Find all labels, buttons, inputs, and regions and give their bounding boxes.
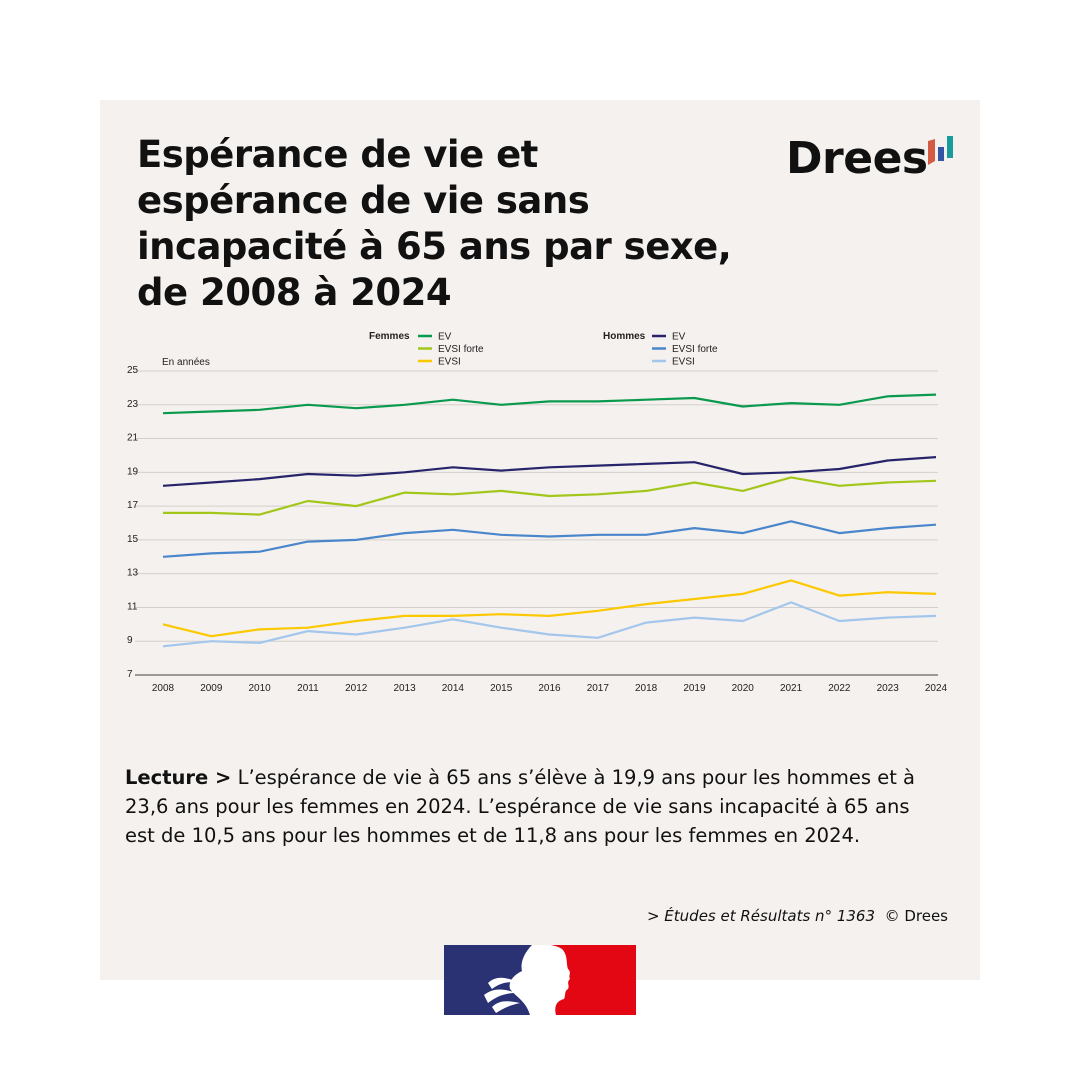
legend-label: EVSI	[438, 357, 461, 368]
x-tick-label: 2018	[635, 683, 658, 694]
x-tick-label: 2016	[538, 683, 561, 694]
x-tick-label: 2019	[683, 683, 706, 694]
y-tick-label: 21	[127, 433, 139, 444]
x-tick-label: 2020	[732, 683, 755, 694]
republique-francaise-marianne-logo	[444, 945, 636, 1015]
source-note: > Études et Résultats n° 1363 © Drees	[647, 907, 948, 925]
series-line-femmes-evsi	[162, 579, 937, 638]
series-line-hommes-evsi	[162, 601, 937, 648]
source-copyright: © Drees	[884, 907, 948, 925]
legend-label: EVSI forte	[672, 344, 718, 355]
x-tick-label: 2008	[152, 683, 175, 694]
x-tick-label: 2021	[780, 683, 803, 694]
y-tick-label: 23	[127, 399, 139, 410]
series-line-femmes-ev	[162, 393, 937, 415]
x-tick-label: 2022	[828, 683, 851, 694]
series-line-hommes-ev	[162, 456, 937, 487]
y-tick-label: 9	[127, 635, 133, 646]
legend-group-label: Femmes	[369, 331, 410, 342]
y-tick-label: 19	[127, 466, 139, 477]
x-tick-label: 2013	[393, 683, 416, 694]
legend-group-label: Hommes	[603, 331, 646, 342]
x-tick-label: 2010	[249, 683, 272, 694]
x-tick-label: 2017	[587, 683, 610, 694]
x-tick-label: 2024	[925, 683, 948, 694]
legend-label: EV	[672, 332, 686, 343]
series-line-femmes-evsi-forte	[163, 476, 937, 516]
y-tick-label: 7	[127, 669, 133, 680]
reading-text: L’espérance de vie à 65 ans s’élève à 19…	[125, 766, 915, 847]
y-tick-label: 17	[127, 500, 139, 511]
drees-logo: Drees	[786, 133, 928, 184]
y-tick-label: 11	[127, 601, 138, 612]
y-tick-label: 15	[127, 534, 139, 545]
x-tick-label: 2011	[297, 683, 319, 694]
source-ref: > Études et Résultats n° 1363	[646, 907, 876, 925]
series-line-hommes-evsi-forte	[162, 520, 937, 558]
y-axis-label: En années	[162, 357, 210, 368]
reading-note: Lecture > L’espérance de vie à 65 ans s’…	[125, 763, 945, 850]
chart-title: Espérance de vie et espérance de vie san…	[137, 133, 732, 314]
x-tick-label: 2009	[200, 683, 223, 694]
reading-label: Lecture >	[125, 766, 232, 789]
drees-logo-bars-icon	[928, 136, 953, 165]
x-tick-label: 2014	[442, 683, 465, 694]
y-tick-label: 13	[127, 568, 139, 579]
legend-label: EV	[438, 332, 452, 343]
legend-label: EVSI	[672, 357, 695, 368]
y-tick-label: 25	[127, 365, 139, 376]
x-tick-label: 2012	[345, 683, 368, 694]
legend-label: EVSI forte	[438, 344, 484, 355]
x-tick-label: 2015	[490, 683, 513, 694]
x-tick-label: 2023	[877, 683, 900, 694]
